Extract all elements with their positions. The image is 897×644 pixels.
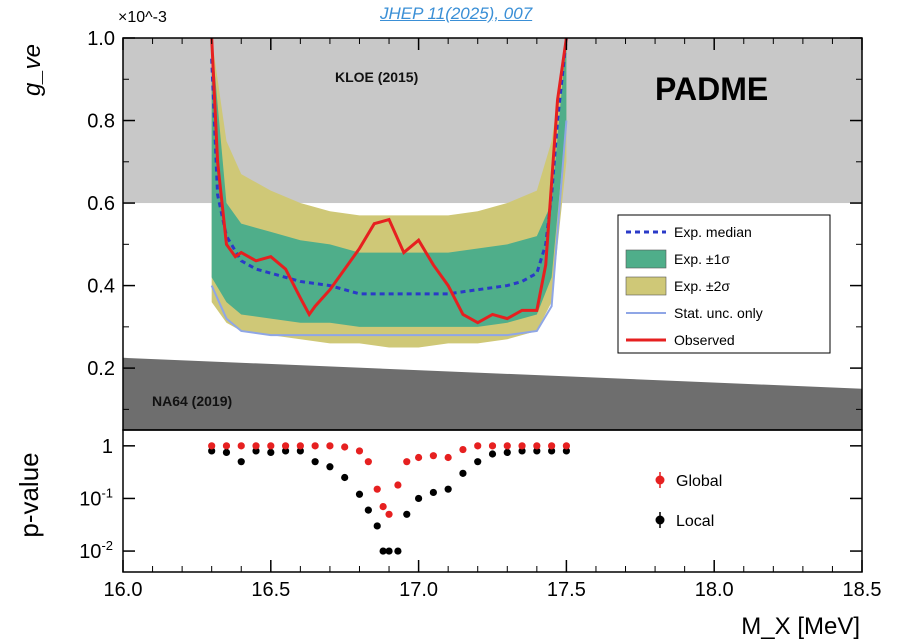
local-point (474, 458, 482, 466)
global-point (252, 442, 260, 450)
local-point (503, 448, 511, 457)
x-tick-label: 16.0 (104, 579, 143, 601)
legend-swatch (625, 249, 667, 269)
local-point (429, 488, 437, 497)
na64-region-label: NA64 (2019) (152, 393, 232, 409)
global-point (415, 453, 423, 462)
local-point (444, 485, 452, 493)
y-tick-label: 0.4 (87, 276, 115, 298)
reference-link[interactable]: JHEP 11(2025), 007 (380, 4, 533, 23)
local-point (355, 490, 364, 498)
global-point (488, 442, 497, 450)
local-point (518, 447, 526, 455)
p-legend-label: Local (676, 513, 714, 530)
legend-label: Exp. median (674, 224, 752, 240)
one-sigma-band (211, 38, 567, 327)
global-point (394, 481, 402, 489)
legend-label: Exp. ±1σ (674, 251, 730, 267)
p-legend-label: Global (676, 473, 722, 490)
legend-label: Observed (674, 332, 735, 348)
local-point (267, 448, 275, 457)
y-axis-label-top: g_ve (19, 44, 46, 96)
global-point (326, 442, 334, 450)
global-point (474, 442, 482, 450)
p-tick-label: 1 (102, 436, 113, 458)
p-tick-label: 10-2 (79, 538, 113, 563)
local-point (208, 447, 216, 455)
local-point (548, 447, 556, 455)
y-axis-label-bottom: p-value (14, 452, 44, 537)
local-point (488, 450, 497, 458)
y-tick-label: 0.2 (87, 358, 115, 380)
local-point (341, 473, 349, 482)
kloe-excluded-region (123, 38, 862, 204)
local-point (533, 447, 541, 455)
kloe-region-label: KLOE (2015) (335, 69, 418, 85)
global-point (296, 442, 304, 450)
y-tick-label: 0.6 (87, 193, 115, 215)
global-point (355, 447, 364, 455)
global-point (281, 442, 290, 450)
global-point (379, 503, 387, 511)
local-point (296, 447, 304, 455)
upper-panel: 0.2 0.4 0.6 0.8 1.0 Exp. median Exp. ±1σ Exp. ±… (87, 28, 863, 431)
global-point (429, 452, 437, 460)
x-tick-label: 17.5 (547, 579, 586, 601)
global-point (503, 442, 511, 450)
y-tick-label: 0.8 (87, 111, 115, 133)
local-point (415, 494, 423, 503)
local-point (326, 463, 334, 471)
local-point (364, 506, 372, 514)
local-point (222, 448, 231, 457)
global-point (385, 510, 393, 518)
legend-swatch (625, 276, 667, 296)
local-point (394, 547, 402, 555)
local-point (379, 547, 387, 555)
global-point (403, 458, 411, 466)
global-point (562, 442, 571, 450)
global-point (548, 442, 556, 450)
global-point (533, 442, 541, 450)
p-tick-label: 10-1 (79, 485, 113, 510)
global-point (459, 445, 467, 454)
experiment-label: PADME (655, 71, 768, 107)
y-tick-label: 1.0 (87, 28, 115, 50)
observed-line (210, 37, 568, 325)
local-point (311, 458, 319, 466)
x-tick-label: 16.5 (251, 579, 290, 601)
local-point (373, 522, 381, 530)
global-point (364, 458, 372, 466)
stat-only-line (210, 120, 568, 337)
local-point (237, 458, 245, 466)
na64-excluded-region (123, 357, 862, 430)
global-point (373, 485, 381, 493)
global-point (341, 443, 349, 451)
global-point (237, 442, 245, 450)
x-tick-label: 18.0 (695, 579, 734, 601)
x-tick-label: 17.0 (399, 579, 438, 601)
global-point (444, 453, 452, 462)
global-point (267, 442, 275, 450)
local-point (562, 447, 571, 455)
legend-label: Stat. unc. only (674, 305, 763, 321)
y-multiplier-label: ×10^-3 (118, 9, 167, 26)
global-point (208, 442, 216, 450)
x-tick-label: 18.5 (843, 579, 882, 601)
global-point (311, 442, 319, 450)
legend-label: Exp. ±2σ (674, 278, 730, 294)
local-point (252, 447, 260, 455)
local-point (403, 510, 411, 518)
local-point (385, 547, 393, 555)
x-axis-label: M_X [MeV] (741, 613, 860, 640)
lower-panel: 1 10-1 10-2 16.0 16.5 17.0 17.5 18.0 18.5 Global L… (79, 429, 882, 601)
local-point (459, 469, 467, 477)
expected-median-line (210, 37, 568, 296)
lower-frame (122, 429, 863, 573)
local-point (281, 447, 290, 455)
global-point (518, 442, 526, 450)
global-point (222, 442, 231, 450)
